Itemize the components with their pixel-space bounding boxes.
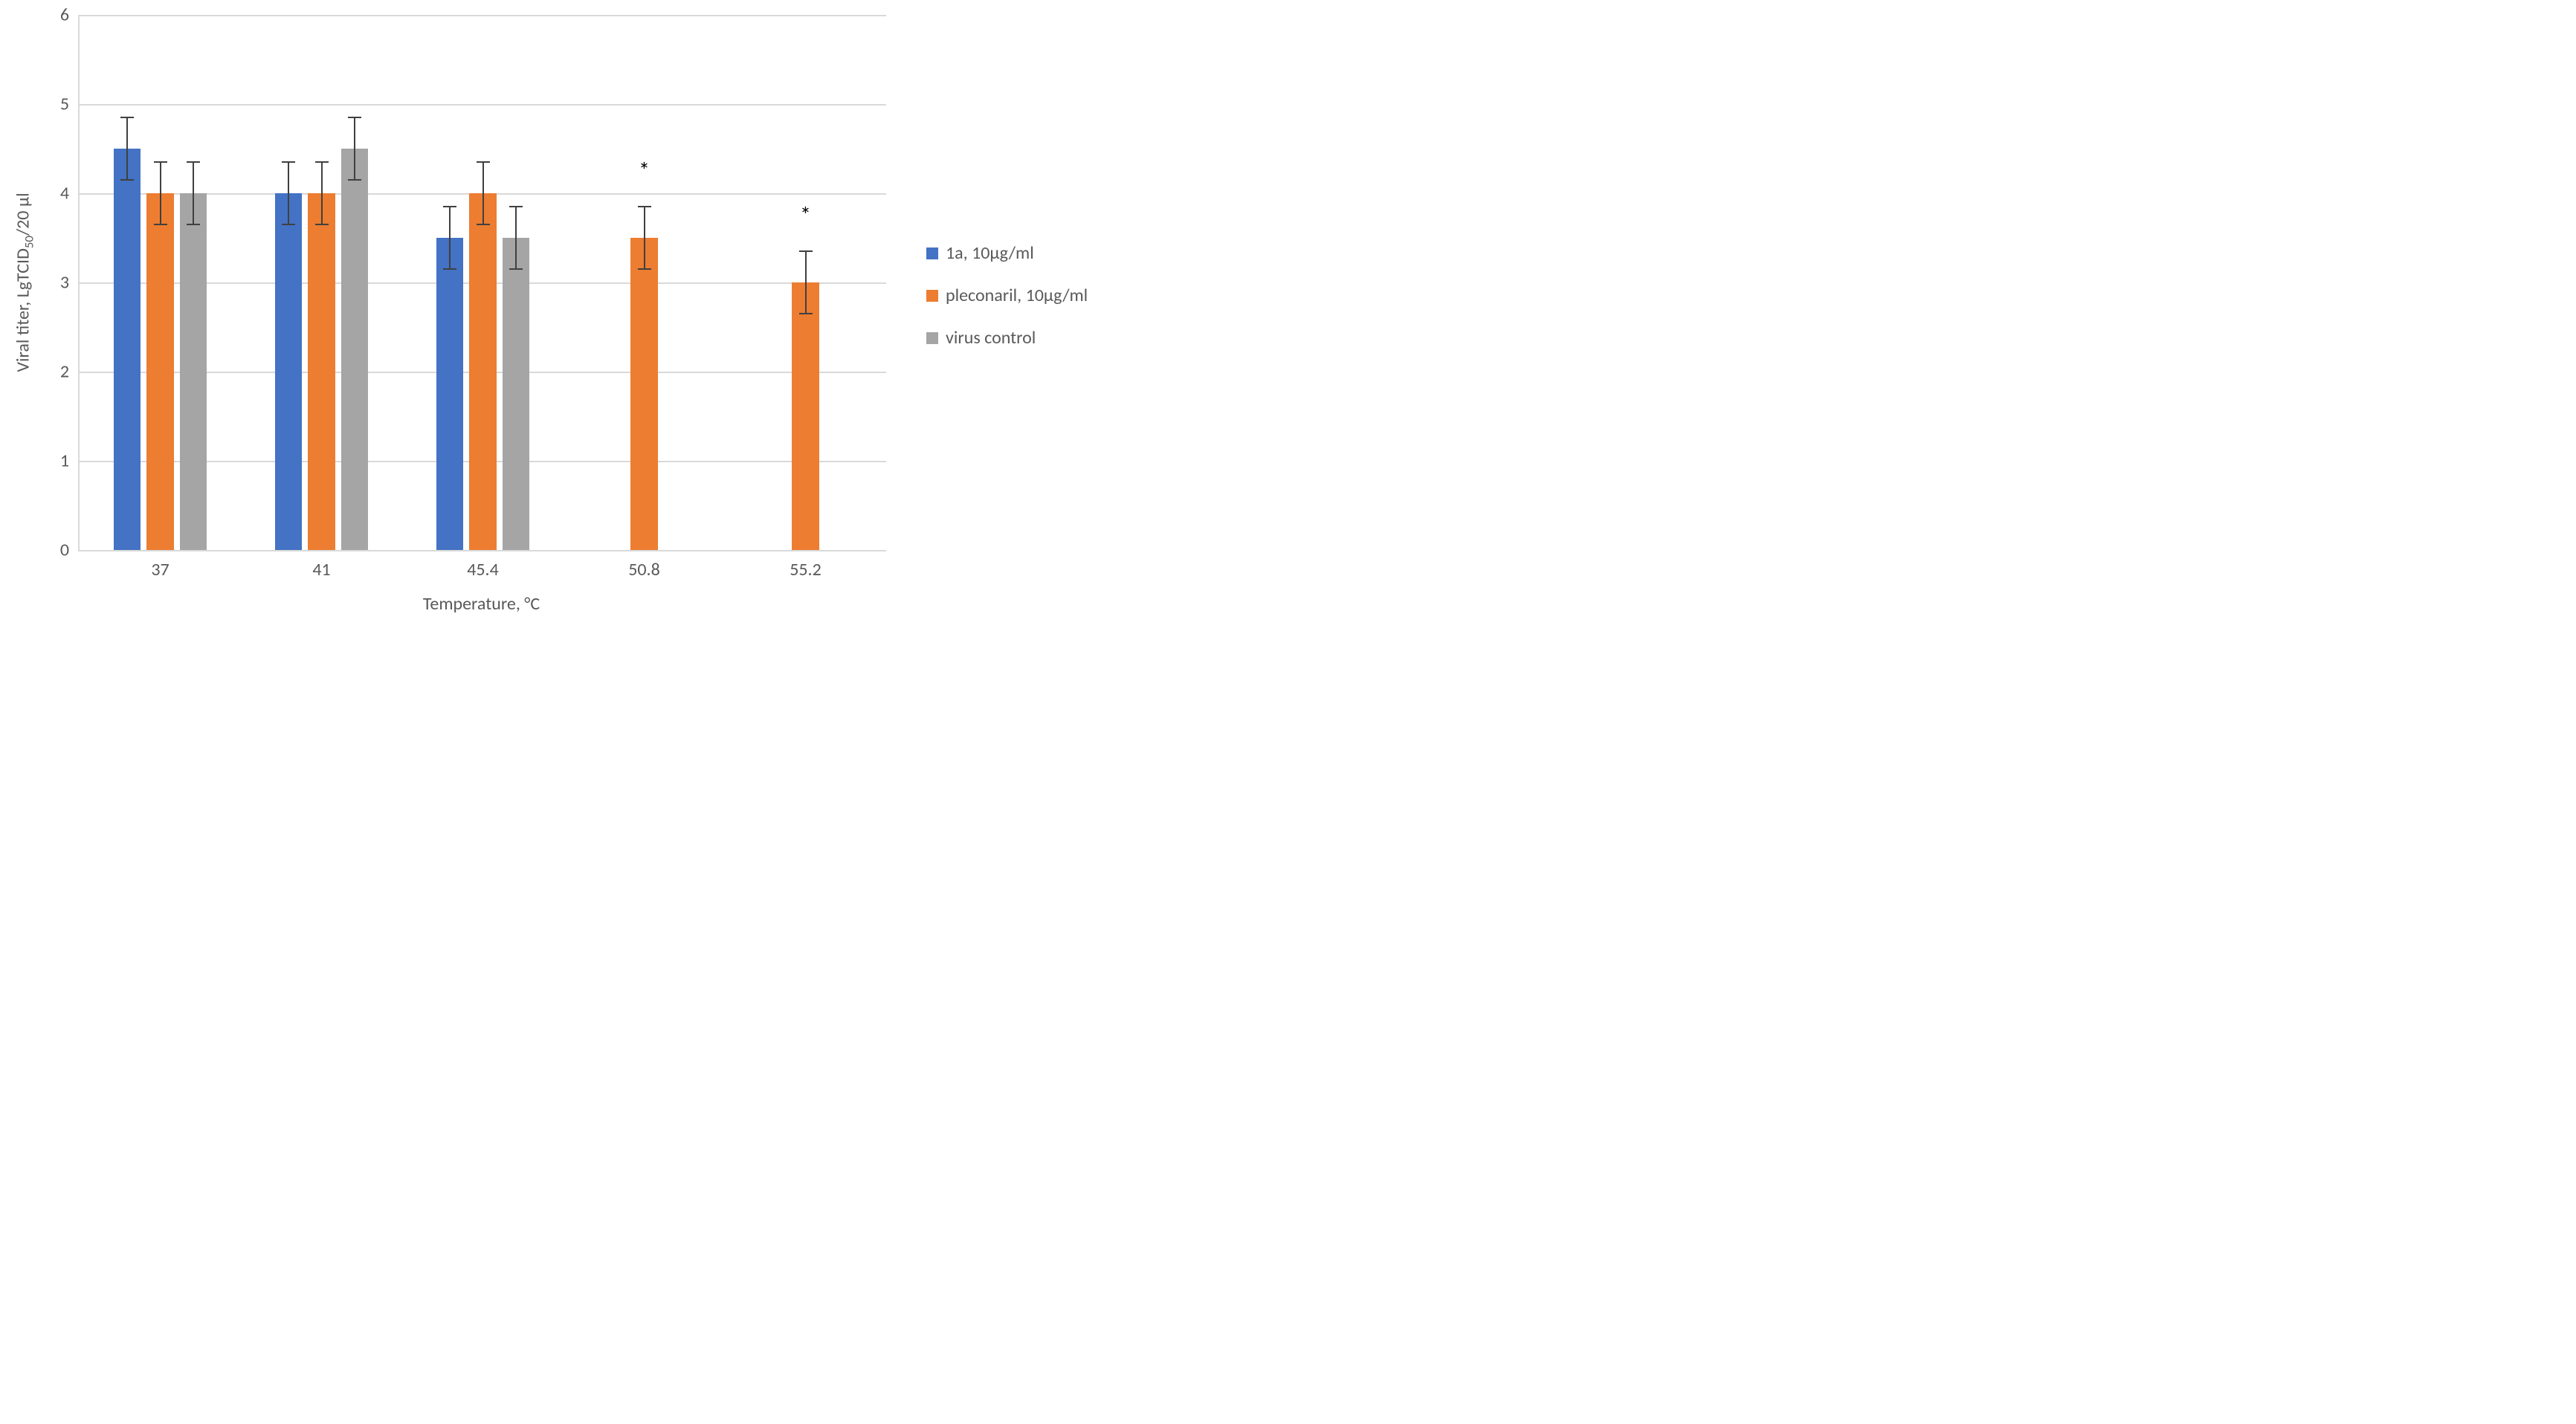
error-bar — [515, 207, 517, 269]
error-cap — [799, 313, 813, 314]
significance-star: * — [639, 157, 650, 184]
legend-label: pleconaril, 10µg/ml — [946, 285, 1088, 306]
x-tick-label: 41 — [312, 550, 330, 580]
x-tick-label: 50.8 — [628, 550, 660, 580]
error-cap — [638, 268, 651, 270]
error-cap — [315, 161, 329, 163]
error-cap — [443, 206, 456, 207]
error-cap — [120, 179, 134, 181]
bar — [146, 193, 174, 550]
error-cap — [282, 224, 295, 225]
x-tick-label: 55.2 — [790, 550, 821, 580]
legend-item: virus control — [926, 327, 1088, 349]
legend-item: pleconaril, 10µg/ml — [926, 285, 1088, 306]
x-tick-label: 37 — [151, 550, 169, 580]
plot-area: 0123456374145.450.855.2** — [78, 15, 886, 551]
error-cap — [799, 250, 813, 252]
y-tick-label: 6 — [60, 4, 80, 26]
error-cap — [315, 224, 329, 225]
viral-titer-bar-chart: 0 1 2 3 4 5 6 37 41 45.4 50.8 55.2 * * Viral titer, L… — [0, 0, 1145, 633]
error-bar — [288, 162, 289, 224]
error-cap — [477, 161, 490, 163]
legend-swatch — [926, 332, 938, 344]
y-tick-label: 4 — [60, 183, 80, 204]
error-cap — [348, 179, 361, 181]
error-cap — [282, 161, 295, 163]
legend-label: virus control — [946, 327, 1036, 349]
legend: 1a, 10µg/ml pleconaril, 10µg/ml virus cont… — [926, 242, 1088, 349]
error-bar — [805, 251, 807, 314]
error-cap — [443, 268, 456, 270]
error-bar — [644, 207, 645, 269]
error-bar — [482, 162, 484, 224]
y-axis-title: Viral titer, LgTCID50/20 µl — [13, 192, 37, 372]
error-cap — [638, 206, 651, 207]
significance-star: * — [800, 201, 811, 229]
legend-swatch — [926, 290, 938, 302]
error-bar — [321, 162, 323, 224]
error-cap — [120, 117, 134, 118]
gridline — [80, 104, 886, 106]
gridline — [80, 15, 886, 16]
error-bar — [160, 162, 161, 224]
bar — [630, 238, 658, 550]
error-cap — [187, 161, 200, 163]
bar — [792, 282, 819, 550]
error-cap — [187, 224, 200, 225]
y-tick-label: 2 — [60, 361, 80, 383]
error-bar — [449, 207, 451, 269]
bar — [275, 193, 303, 550]
y-tick-label: 3 — [60, 272, 80, 294]
error-bar — [193, 162, 194, 224]
bar — [114, 149, 141, 550]
error-cap — [348, 117, 361, 118]
x-tick-label: 45.4 — [467, 550, 499, 580]
bar — [503, 238, 530, 550]
y-tick-label: 1 — [60, 450, 80, 472]
bar — [308, 193, 335, 550]
bar — [180, 193, 207, 550]
bar — [436, 238, 464, 550]
error-bar — [354, 117, 355, 180]
error-bar — [126, 117, 128, 180]
x-axis-title: Temperature, °C — [423, 593, 540, 615]
legend-item: 1a, 10µg/ml — [926, 242, 1088, 264]
error-cap — [477, 224, 490, 225]
error-cap — [154, 224, 167, 225]
error-cap — [154, 161, 167, 163]
legend-label: 1a, 10µg/ml — [946, 242, 1034, 264]
bar — [341, 149, 369, 550]
bar — [469, 193, 497, 550]
y-tick-label: 5 — [60, 94, 80, 115]
error-cap — [509, 206, 523, 207]
error-cap — [509, 268, 523, 270]
legend-swatch — [926, 247, 938, 259]
y-tick-label: 0 — [60, 540, 80, 561]
